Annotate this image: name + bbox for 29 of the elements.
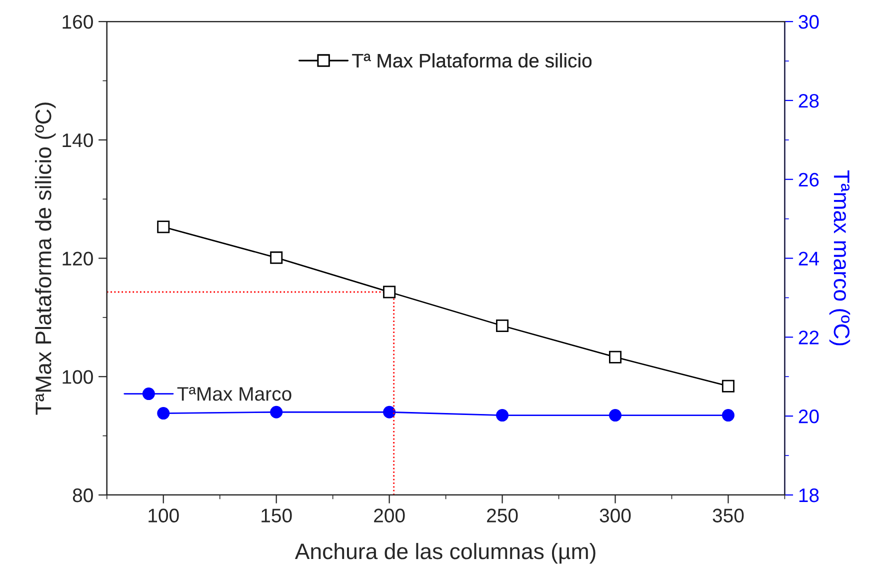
y-tick-label: 140 — [62, 133, 93, 148]
point — [609, 350, 622, 364]
point — [270, 251, 283, 264]
y2-tick-label: 26 — [798, 172, 819, 187]
point — [722, 380, 734, 392]
x-axis-title: Anchura de las columnas (µm) — [294, 542, 596, 564]
y2-tick-label: 22 — [798, 330, 819, 344]
x-tick-label: 350 — [712, 508, 744, 522]
point — [383, 286, 396, 298]
y2-axis-title: Tªmax marco (ºC) — [829, 170, 850, 346]
y-axis-title: TªMax Plataforma de silicio (ºC) — [34, 102, 56, 415]
x-tick-label: 100 — [148, 508, 179, 522]
x-tick-label: 250 — [487, 508, 518, 522]
y2-tick-label: 18 — [799, 488, 819, 502]
legend-label: Tª Max Plataforma de silicio — [352, 53, 592, 68]
point — [157, 220, 170, 234]
x-tick-label: 300 — [600, 508, 631, 522]
point — [496, 319, 509, 332]
y-tick-label: 160 — [62, 15, 93, 29]
x-tick-label: 150 — [262, 508, 292, 522]
y-tick-label: 80 — [72, 488, 93, 502]
legend-label: TªMax Marco — [177, 386, 292, 401]
x-tick-label: 200 — [374, 508, 405, 522]
y-tick-label: 100 — [62, 370, 93, 384]
y2-tick-label: 30 — [798, 15, 819, 29]
y-tick-label: 120 — [62, 252, 93, 266]
y2-tick-label: 28 — [798, 94, 819, 108]
y2-tick-label: 20 — [798, 410, 819, 424]
y2-tick-label: 24 — [798, 252, 819, 266]
